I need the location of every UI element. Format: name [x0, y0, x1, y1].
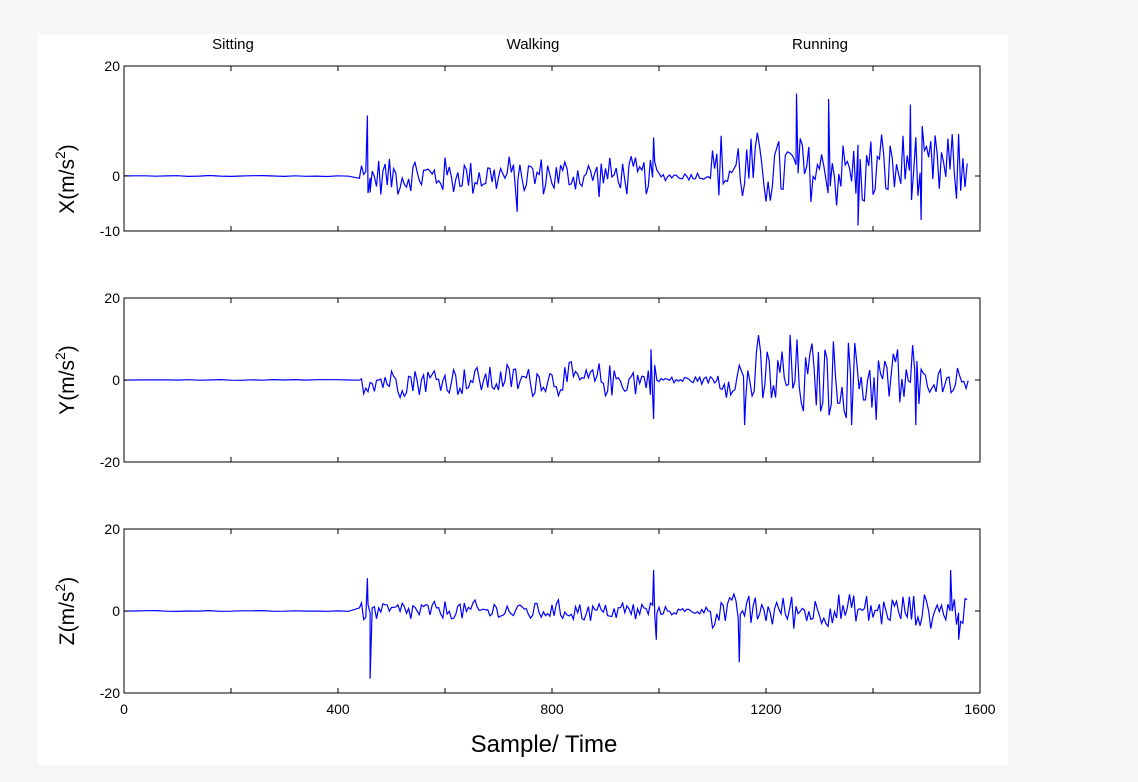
chart-svg: Sitting Walking Running 20 0 -10 X(m/s2)… [52, 36, 996, 758]
xtick-label: 800 [540, 701, 564, 717]
ylabel-x: X(m/s2) [52, 144, 79, 214]
ytick-label: 20 [104, 290, 120, 306]
phase-label-sitting: Sitting [212, 36, 254, 53]
phase-label-walking: Walking [507, 36, 560, 53]
xtick-label: 400 [326, 701, 350, 717]
xtick-label: 1200 [750, 701, 781, 717]
ytick-label: 0 [112, 168, 120, 184]
series-line-x [123, 93, 968, 226]
series-line-y [123, 334, 969, 426]
ytick-label: -10 [100, 223, 120, 239]
ytick-label: 20 [104, 58, 120, 74]
panel-y: 20 0 -20 Y(m/s2) [52, 290, 981, 470]
xtick-label: 1600 [964, 701, 995, 717]
phase-label-running: Running [792, 36, 848, 53]
x-axis-label: Sample/ Time [471, 731, 618, 758]
ytick-label: -20 [100, 454, 120, 470]
ytick-label: 20 [104, 521, 120, 537]
ytick-label: 0 [112, 603, 120, 619]
xtick-label: 0 [120, 701, 128, 717]
ytick-label: -20 [100, 685, 120, 701]
plot-frame [123, 65, 981, 232]
panel-z: 20 0 -20 Z(m/s2) [52, 521, 981, 701]
ytick-label: 0 [112, 372, 120, 388]
panel-x: 20 0 -10 X(m/s2) [52, 58, 981, 239]
ylabel-z: Z(m/s2) [52, 577, 79, 645]
tick-marks [124, 65, 980, 694]
figure: Sitting Walking Running 20 0 -10 X(m/s2)… [38, 34, 1008, 765]
ylabel-y: Y(m/s2) [52, 345, 79, 415]
series-line-z [123, 569, 968, 679]
